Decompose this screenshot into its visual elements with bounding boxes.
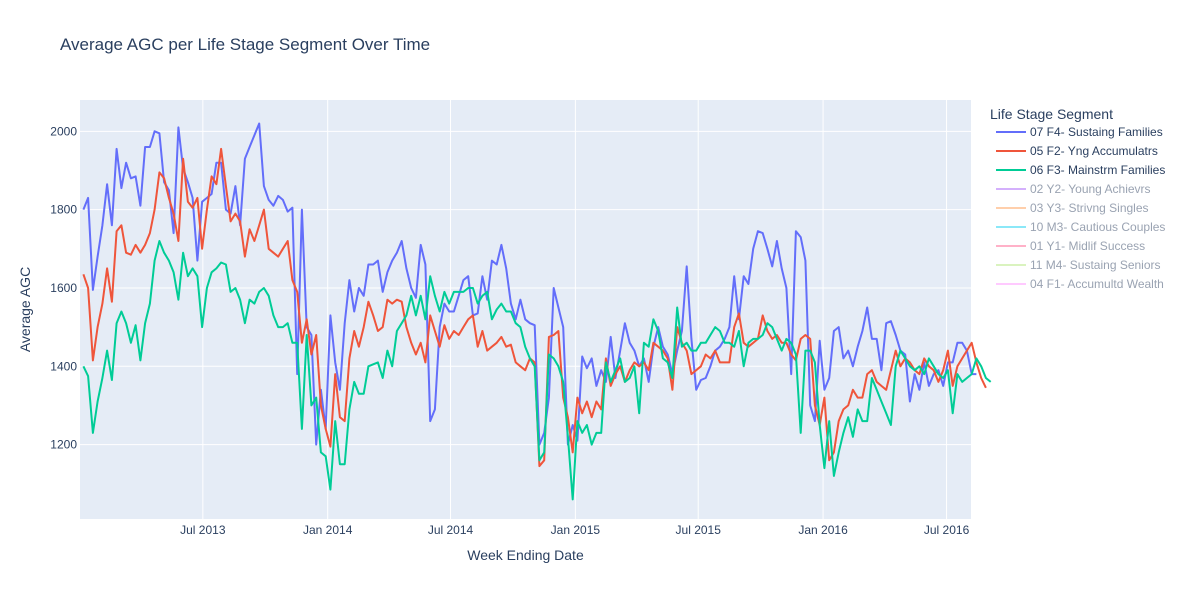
y-tick-label: 1200 [50, 438, 77, 452]
legend-item[interactable]: 02 Y2- Young Achievrs [996, 182, 1151, 196]
y-axis-title: Average AGC [17, 267, 33, 352]
legend-label: 02 Y2- Young Achievrs [1030, 182, 1151, 196]
series-06-f3-mainstrm-families [82, 240, 992, 501]
x-axis-title: Week Ending Date [467, 547, 584, 563]
y-tick-label: 2000 [50, 124, 77, 138]
x-tick-label: Jul 2013 [180, 523, 226, 537]
series-07-f4-sustaing-families [82, 122, 977, 446]
y-tick-label: 1600 [50, 281, 77, 295]
x-tick-label: Jan 2015 [551, 523, 601, 537]
series-layer [82, 122, 992, 501]
x-tick-label: Jan 2014 [303, 523, 353, 537]
legend-label: 03 Y3- Strivng Singles [1030, 201, 1149, 215]
legend-label: 10 M3- Cautious Couples [1030, 220, 1165, 234]
legend-label: 06 F3- Mainstrm Families [1030, 163, 1165, 177]
legend-item[interactable]: 05 F2- Yng Accumulatrs [996, 144, 1158, 158]
legend-label: 05 F2- Yng Accumulatrs [1030, 144, 1158, 158]
chart-title: Average AGC per Life Stage Segment Over … [60, 35, 430, 54]
legend-item[interactable]: 04 F1- Accumultd Wealth [996, 277, 1164, 291]
legend: Life Stage Segment 07 F4- Sustaing Famil… [990, 106, 1165, 291]
legend-item[interactable]: 11 M4- Sustaing Seniors [996, 258, 1161, 272]
legend-title: Life Stage Segment [990, 106, 1113, 122]
series-line [82, 240, 992, 501]
x-tick-label: Jul 2015 [676, 523, 722, 537]
y-axis-ticks: 1200 1400 1600 1800 2000 [50, 124, 77, 451]
x-axis-ticks: Jul 2013 Jan 2014 Jul 2014 Jan 2015 Jul 2015… [180, 523, 969, 537]
x-tick-label: Jan 2016 [798, 523, 848, 537]
legend-label: 04 F1- Accumultd Wealth [1030, 277, 1164, 291]
y-tick-label: 1800 [50, 203, 77, 217]
legend-label: 01 Y1- Midlif Success [1030, 239, 1145, 253]
legend-item[interactable]: 07 F4- Sustaing Families [996, 125, 1163, 139]
legend-label: 07 F4- Sustaing Families [1030, 125, 1163, 139]
legend-item[interactable]: 06 F3- Mainstrm Families [996, 163, 1165, 177]
legend-label: 11 M4- Sustaing Seniors [1030, 258, 1161, 272]
legend-item[interactable]: 01 Y1- Midlif Success [996, 239, 1145, 253]
legend-item[interactable]: 03 Y3- Strivng Singles [996, 201, 1149, 215]
series-line [82, 147, 987, 468]
legend-item[interactable]: 10 M3- Cautious Couples [996, 220, 1165, 234]
y-tick-label: 1400 [50, 359, 77, 373]
series-line [82, 122, 977, 446]
x-tick-label: Jul 2016 [924, 523, 970, 537]
x-tick-label: Jul 2014 [428, 523, 474, 537]
series-05-f2-yng-accumulatrs [82, 147, 987, 468]
